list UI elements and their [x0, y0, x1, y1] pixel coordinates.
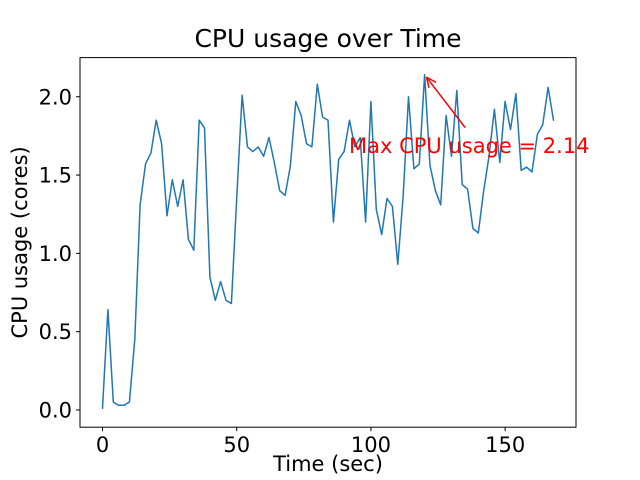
y-tick-label: 2.0 [39, 85, 72, 109]
line-series [101, 74, 555, 410]
y-tick-label: 1.5 [39, 164, 72, 188]
x-tick-label: 50 [223, 433, 250, 457]
annotation-arrowhead [425, 76, 437, 89]
x-tick-label: 0 [96, 433, 109, 457]
annotation-arrow [425, 76, 466, 129]
y-tick-label: 1.0 [39, 242, 72, 266]
x-axis-label: Time (sec) [272, 452, 383, 476]
max-cpu-annotation-text: Max CPU usage = 2.14 [349, 134, 590, 158]
x-tick-label: 100 [351, 433, 391, 457]
y-axis-label: CPU usage (cores) [8, 146, 32, 338]
x-tick-label: 150 [485, 433, 525, 457]
y-tick-label: 0.5 [39, 320, 72, 344]
cpu-usage-line [101, 74, 555, 410]
axis-ticks: 0 50 100 150 0.0 0.5 1.0 1.5 2.0 [39, 85, 526, 457]
plot-border-rect [79, 57, 577, 428]
y-tick-label: 0.0 [39, 398, 72, 422]
annotation-arrow-shaft [425, 76, 466, 129]
chart-title: CPU usage over Time [194, 24, 461, 53]
plot-border [79, 57, 577, 428]
